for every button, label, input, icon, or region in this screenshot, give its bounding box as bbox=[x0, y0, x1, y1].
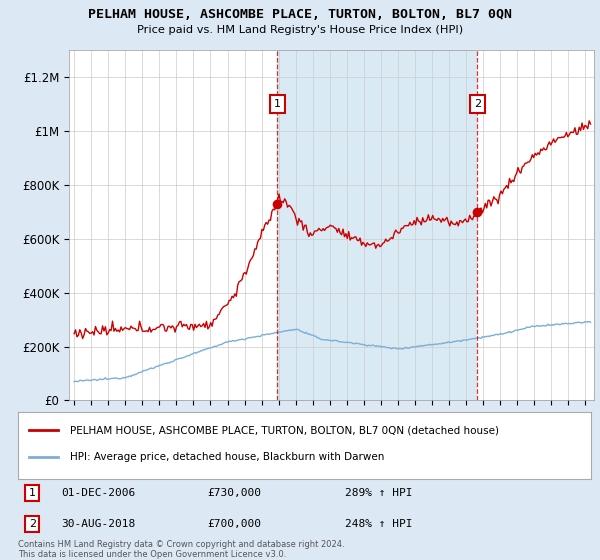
Text: Contains HM Land Registry data © Crown copyright and database right 2024.
This d: Contains HM Land Registry data © Crown c… bbox=[18, 540, 344, 559]
Text: PELHAM HOUSE, ASHCOMBE PLACE, TURTON, BOLTON, BL7 0QN: PELHAM HOUSE, ASHCOMBE PLACE, TURTON, BO… bbox=[88, 8, 512, 21]
Bar bbox=[277, 50, 478, 400]
Text: HPI: Average price, detached house, Blackburn with Darwen: HPI: Average price, detached house, Blac… bbox=[70, 452, 384, 463]
Text: 01-DEC-2006: 01-DEC-2006 bbox=[61, 488, 135, 498]
Text: £730,000: £730,000 bbox=[207, 488, 261, 498]
Text: 1: 1 bbox=[274, 99, 281, 109]
Text: £700,000: £700,000 bbox=[207, 519, 261, 529]
Text: 1: 1 bbox=[29, 488, 36, 498]
Text: 2: 2 bbox=[474, 99, 481, 109]
Text: 2: 2 bbox=[29, 519, 36, 529]
Text: PELHAM HOUSE, ASHCOMBE PLACE, TURTON, BOLTON, BL7 0QN (detached house): PELHAM HOUSE, ASHCOMBE PLACE, TURTON, BO… bbox=[70, 426, 499, 436]
Text: 289% ↑ HPI: 289% ↑ HPI bbox=[344, 488, 412, 498]
Text: 248% ↑ HPI: 248% ↑ HPI bbox=[344, 519, 412, 529]
Text: 30-AUG-2018: 30-AUG-2018 bbox=[61, 519, 135, 529]
Text: Price paid vs. HM Land Registry's House Price Index (HPI): Price paid vs. HM Land Registry's House … bbox=[137, 25, 463, 35]
